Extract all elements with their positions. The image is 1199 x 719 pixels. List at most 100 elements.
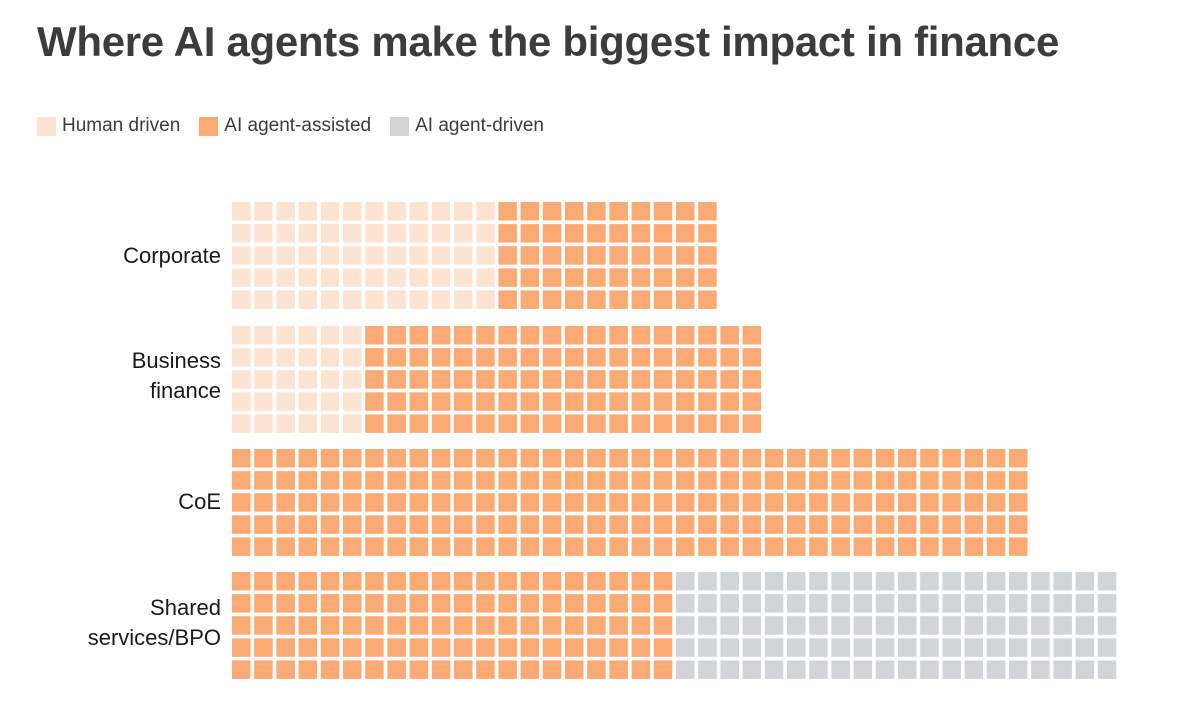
waffle-cell-driven bbox=[1009, 616, 1028, 635]
waffle-cell-assisted bbox=[942, 471, 961, 490]
waffle-cell-assisted bbox=[454, 515, 473, 534]
waffle-cell-assisted bbox=[320, 660, 340, 679]
waffle-cell-human bbox=[476, 290, 495, 309]
waffle-cell-assisted bbox=[609, 224, 628, 243]
waffle-cell-assisted bbox=[787, 515, 806, 534]
waffle-cell-driven bbox=[787, 616, 806, 635]
waffle-cell-assisted bbox=[320, 493, 340, 512]
waffle-cell-human bbox=[343, 224, 362, 243]
waffle-cell-assisted bbox=[387, 326, 406, 345]
waffle-cell-assisted bbox=[720, 449, 739, 468]
waffle-cell-human bbox=[276, 348, 295, 367]
waffle-cell-driven bbox=[698, 572, 717, 591]
waffle-cell-assisted bbox=[409, 616, 429, 635]
waffle-cell-human bbox=[431, 290, 451, 309]
waffle-cell-assisted bbox=[320, 616, 340, 635]
waffle-cell-driven bbox=[875, 572, 895, 591]
waffle-cell-assisted bbox=[742, 537, 762, 556]
waffle-cell-assisted bbox=[409, 537, 429, 556]
waffle-cell-assisted bbox=[853, 471, 873, 490]
waffle-cell-assisted bbox=[609, 348, 628, 367]
waffle-cell-assisted bbox=[875, 471, 895, 490]
waffle-cell-assisted bbox=[920, 515, 939, 534]
waffle-cell-assisted bbox=[232, 638, 251, 657]
waffle-cell-assisted bbox=[542, 224, 562, 243]
waffle-cell-human bbox=[409, 290, 429, 309]
waffle-cell-assisted bbox=[653, 392, 673, 411]
waffle-cell-human bbox=[254, 246, 273, 265]
waffle-cell-driven bbox=[1031, 660, 1050, 679]
waffle-cell-driven bbox=[964, 660, 984, 679]
waffle-cell-assisted bbox=[365, 572, 384, 591]
waffle-cell-assisted bbox=[587, 224, 606, 243]
waffle-cell-driven bbox=[698, 616, 717, 635]
waffle-cell-assisted bbox=[476, 493, 495, 512]
waffle-cell-assisted bbox=[520, 449, 540, 468]
waffle-cell-driven bbox=[875, 594, 895, 613]
waffle-cell-driven bbox=[720, 572, 739, 591]
waffle-cell-assisted bbox=[1009, 471, 1028, 490]
waffle-cell-human bbox=[276, 202, 295, 221]
waffle-cell-human bbox=[298, 326, 318, 345]
waffle-cell-assisted bbox=[653, 572, 673, 591]
waffle-cell-assisted bbox=[409, 572, 429, 591]
waffle-cell-assisted bbox=[587, 290, 606, 309]
waffle-cell-assisted bbox=[698, 224, 717, 243]
waffle-cell-assisted bbox=[1009, 449, 1028, 468]
waffle-cell-assisted bbox=[343, 493, 362, 512]
waffle-cell-assisted bbox=[653, 224, 673, 243]
waffle-cell-assisted bbox=[498, 326, 517, 345]
waffle-cell-assisted bbox=[276, 449, 295, 468]
waffle-cell-assisted bbox=[587, 515, 606, 534]
waffle-cell-assisted bbox=[431, 660, 451, 679]
waffle-cell-assisted bbox=[698, 370, 717, 389]
waffle-cell-assisted bbox=[653, 290, 673, 309]
waffle-cell-driven bbox=[742, 616, 762, 635]
waffle-cell-human bbox=[298, 414, 318, 433]
waffle-cell-assisted bbox=[631, 572, 651, 591]
waffle-cell-assisted bbox=[764, 515, 784, 534]
waffle-cell-human bbox=[431, 246, 451, 265]
waffle-cell-assisted bbox=[476, 414, 495, 433]
waffle-cell-assisted bbox=[609, 471, 628, 490]
waffle-cell-assisted bbox=[587, 449, 606, 468]
waffle-cell-assisted bbox=[676, 370, 695, 389]
waffle-cell-human bbox=[320, 348, 340, 367]
waffle-cell-assisted bbox=[587, 471, 606, 490]
waffle-cell-assisted bbox=[498, 290, 517, 309]
waffle-cell-assisted bbox=[676, 493, 695, 512]
waffle-cell-assisted bbox=[387, 370, 406, 389]
waffle-cell-assisted bbox=[587, 348, 606, 367]
waffle-cell-assisted bbox=[343, 537, 362, 556]
waffle-cell-assisted bbox=[542, 449, 562, 468]
waffle-cell-assisted bbox=[542, 290, 562, 309]
waffle-cell-assisted bbox=[653, 370, 673, 389]
waffle-cell-assisted bbox=[964, 537, 984, 556]
waffle-cell-assisted bbox=[676, 246, 695, 265]
waffle-cell-assisted bbox=[498, 660, 517, 679]
waffle-cell-assisted bbox=[343, 594, 362, 613]
waffle-cell-assisted bbox=[254, 660, 273, 679]
waffle-cell-assisted bbox=[720, 515, 739, 534]
waffle-cell-assisted bbox=[565, 268, 584, 287]
waffle-cell-assisted bbox=[831, 515, 850, 534]
waffle-cell-human bbox=[343, 202, 362, 221]
waffle-cell-driven bbox=[831, 616, 850, 635]
waffle-cell-assisted bbox=[942, 515, 961, 534]
waffle-cell-assisted bbox=[653, 414, 673, 433]
waffle-cell-driven bbox=[742, 638, 762, 657]
waffle-cell-driven bbox=[898, 638, 917, 657]
waffle-cell-assisted bbox=[1009, 537, 1028, 556]
waffle-cell-driven bbox=[942, 638, 961, 657]
waffle-cell-driven bbox=[1097, 594, 1117, 613]
waffle-cell-assisted bbox=[631, 392, 651, 411]
waffle-cell-driven bbox=[787, 594, 806, 613]
waffle-cell-assisted bbox=[1009, 515, 1028, 534]
waffle-cell-human bbox=[276, 224, 295, 243]
category-label-line: Corporate bbox=[123, 243, 221, 268]
waffle-cell-assisted bbox=[232, 515, 251, 534]
waffle-cell-assisted bbox=[676, 348, 695, 367]
waffle-cell-assisted bbox=[520, 268, 540, 287]
waffle-cell-driven bbox=[831, 638, 850, 657]
waffle-cell-assisted bbox=[653, 515, 673, 534]
